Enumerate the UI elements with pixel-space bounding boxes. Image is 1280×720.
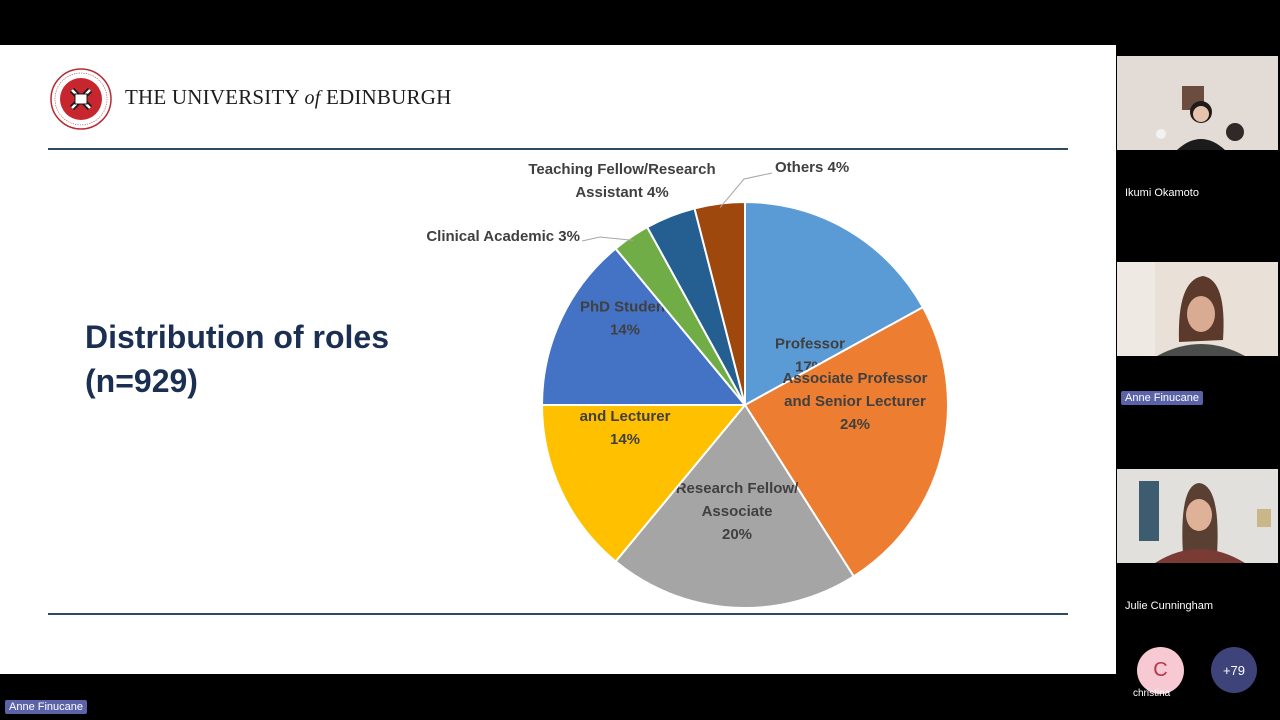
pie-slice-assistant-professor-and-lecturer bbox=[540, 404, 748, 563]
video-tile-julie-cunningham[interactable] bbox=[1117, 469, 1278, 563]
slide-title: Distribution of roles (n=929) bbox=[85, 319, 389, 400]
participant-name: Julie Cunningham bbox=[1125, 600, 1214, 612]
university-crest-logo bbox=[50, 68, 112, 130]
pie-slice-others bbox=[693, 200, 746, 406]
participant-avatar[interactable]: C bbox=[1137, 647, 1184, 694]
active-speaker-badge: Anne Finucane bbox=[5, 700, 87, 714]
pie-slice-research-fellow-associate bbox=[614, 403, 856, 609]
slice-label-associate-professor-and-senior-lecturer: Associate Professor and Senior Lecturer 24… bbox=[782, 370, 927, 433]
top-divider bbox=[48, 148, 1068, 150]
pie-slice-phd-student bbox=[540, 247, 748, 406]
roles-pie-chart: Professor 17%Associate Professor and Senio… bbox=[426, 159, 949, 609]
slice-label-teaching-fellow-research-assistant: Teaching Fellow/Research Assistant 4% bbox=[528, 161, 715, 201]
slice-label-others: Others 4% bbox=[775, 159, 849, 176]
slice-label-phd-student: PhD Student 14% bbox=[580, 299, 670, 339]
presentation-slide: THE UNIVERSITY of EDINBURGH Distribution… bbox=[0, 45, 1116, 674]
bottom-divider bbox=[48, 613, 1068, 615]
leader-line-others bbox=[719, 172, 773, 208]
video-tile-anne-finucane[interactable] bbox=[1117, 262, 1278, 356]
university-name: THE UNIVERSITY of EDINBURGH bbox=[125, 85, 452, 109]
leader-line-clinical-academic bbox=[581, 236, 634, 242]
more-participants-button[interactable]: +79 bbox=[1211, 647, 1257, 693]
active-participant-name: Anne Finucane bbox=[1121, 391, 1203, 405]
slice-label-clinical-academic: Clinical Academic 3% bbox=[426, 228, 580, 245]
avatar-name: christina bbox=[1133, 688, 1171, 699]
slice-label-research-fellow-associate: Research Fellow/Associate 20% bbox=[676, 480, 799, 543]
pie-slice-professor bbox=[744, 200, 925, 407]
video-tile-ikumi-okamoto[interactable] bbox=[1117, 56, 1278, 150]
avatar-initial: C bbox=[1153, 659, 1168, 681]
participant-name: Ikumi Okamoto bbox=[1125, 187, 1199, 199]
pie-slice-associate-professor-and-senior-lecturer bbox=[743, 305, 949, 578]
participant-panel bbox=[1116, 45, 1280, 720]
